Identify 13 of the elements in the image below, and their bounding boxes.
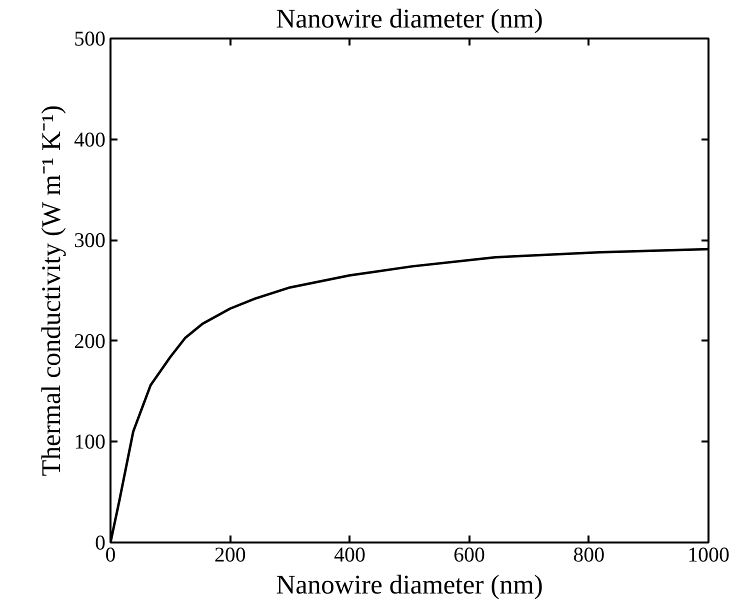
x-tick-label: 200 [214,542,246,566]
x-tick-label: 800 [573,542,605,566]
y-tick-label: 500 [74,26,106,50]
y-tick-label: 200 [74,328,106,353]
y-tick-label: 400 [74,127,106,152]
x-tick-label: 600 [454,542,486,566]
x-tick-label: 400 [334,542,366,566]
y-tick-label: 100 [74,430,106,454]
x-axis-title: Nanowire diameter (nm) [276,570,543,600]
x2-axis-title: Nanowire diameter (nm) [276,4,543,34]
x-tick-label: 1000 [688,542,730,566]
y-tick-label: 300 [74,228,106,252]
y-axis-title: Thermal conductivity (W m⁻¹ K⁻¹) [36,105,66,476]
